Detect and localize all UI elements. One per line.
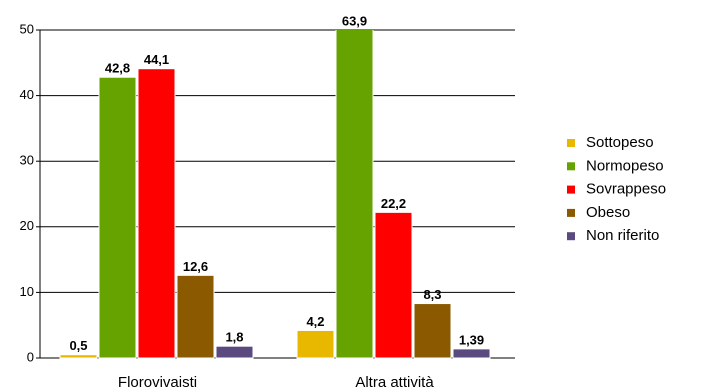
- legend-swatch: [567, 162, 575, 171]
- bar: [176, 274, 215, 359]
- value-label: 4,2: [306, 314, 324, 329]
- plot-area: [59, 30, 491, 359]
- legend-label: Non riferito: [586, 227, 659, 244]
- y-tick-label: 20: [20, 218, 34, 233]
- legend-label: Obeso: [586, 204, 630, 221]
- y-tick-label: 50: [20, 21, 34, 36]
- bar: [98, 76, 137, 359]
- legend-swatch: [567, 232, 575, 241]
- value-label: 0,5: [69, 338, 87, 353]
- legend-label: Sovrappeso: [586, 181, 666, 198]
- legend-label: Normopeso: [586, 157, 664, 174]
- value-label: 63,9: [342, 13, 367, 28]
- value-label: 42,8: [105, 61, 130, 76]
- y-tick-label: 10: [20, 284, 34, 299]
- bar: [59, 354, 98, 359]
- value-label: 12,6: [183, 259, 208, 274]
- value-label: 1,39: [459, 332, 484, 347]
- legend-swatch: [567, 185, 575, 194]
- y-tick-label: 30: [20, 153, 34, 168]
- bar: [215, 345, 254, 359]
- bar: [137, 68, 176, 359]
- x-tick-label: Altra attività: [355, 374, 434, 391]
- bar: [413, 303, 452, 359]
- bar: [335, 30, 374, 359]
- value-label: 44,1: [144, 52, 169, 67]
- bar: [374, 211, 413, 359]
- value-label: 8,3: [423, 287, 441, 302]
- legend-label: Sottopeso: [586, 134, 654, 151]
- legend-swatch: [567, 208, 575, 217]
- value-label: 22,2: [381, 196, 406, 211]
- y-tick-label: 0: [27, 349, 34, 364]
- bar: [296, 329, 335, 359]
- legend-swatch: [567, 139, 575, 147]
- bar: [452, 348, 491, 359]
- y-tick-label: 40: [20, 87, 34, 102]
- x-tick-label: Florovivaisti: [118, 374, 197, 391]
- value-label: 1,8: [225, 330, 243, 345]
